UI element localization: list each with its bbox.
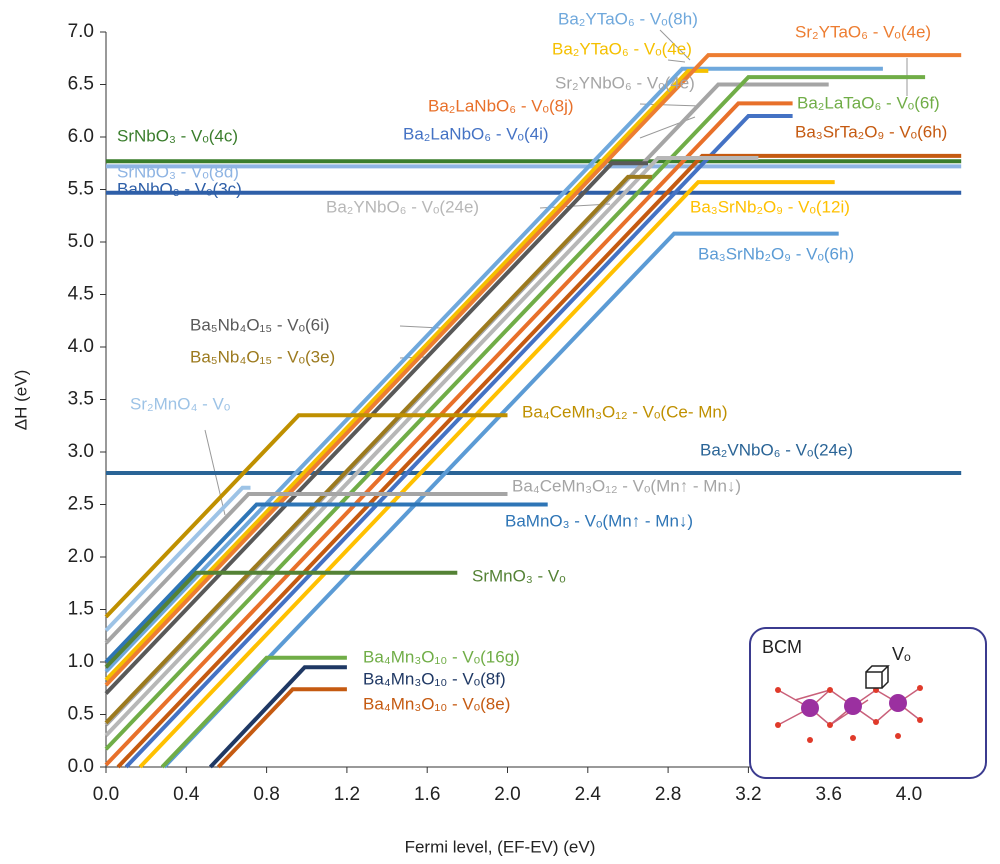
x-tick-label: 4.0 [896,784,922,805]
series-label: BaMnO₃ - Vₒ(Mn↑ - Mn↓) [505,511,693,530]
y-tick-label: 1.5 [68,599,94,620]
series-label: Ba₂LaTaO₆ - Vₒ(6f) [797,93,940,112]
y-tick-label: 2.5 [68,494,94,515]
x-tick-label: 3.2 [735,784,761,805]
series-label: Sr₂MnO₄ - Vₒ [130,394,230,413]
series-label: Ba₅Nb₄O₁₅ - Vₒ(3e) [190,347,335,366]
series-label: Ba₃SrNb₂O₉ - Vₒ(6h) [698,244,854,263]
series-label: Ba₃SrTa₂O₉ - Vₒ(6h) [795,122,947,141]
y-tick-label: 4.5 [68,284,94,305]
x-tick-label: 1.2 [334,784,360,805]
series-label: Ba₂YTaO₆ - Vₒ(8h) [558,9,698,28]
x-axis-title: Fermi level, (EF-EV) (eV) [405,837,596,856]
y-tick-label: 5.5 [68,179,94,200]
inset-label: BCM [762,637,802,657]
series-label: Ba₂YTaO₆ - Vₒ(4e) [552,39,692,58]
series-line [218,689,347,767]
x-tick-label: 2.0 [494,784,520,805]
series-label: Ba₃SrNb₂O₉ - Vₒ(12i) [690,197,850,216]
y-tick-label: 6.5 [68,74,94,95]
series-label: Ba₂VNbO₆ - Vₒ(24e) [700,440,853,459]
series-label: Sr₂YNbO₆ - Vₒ(4e) [555,73,695,92]
series-label: SrMnO₃ - Vₒ [472,566,566,585]
y-tick-label: 5.0 [68,231,94,252]
series-label: Ba₂YNbO₆ - Vₒ(24e) [326,197,479,216]
x-tick-label: 0.0 [93,784,119,805]
x-tick-label: 1.6 [414,784,440,805]
series-label: Ba₂LaNbO₆ - Vₒ(4i) [403,124,549,143]
y-tick-label: 3.5 [68,389,94,410]
y-tick-label: 2.0 [68,546,94,567]
series-label: Ba₄Mn₃O₁₀ - Vₒ(8f) [363,669,506,688]
series-label: Sr₂YTaO₆ - Vₒ(4e) [795,22,931,41]
y-tick-label: 6.0 [68,126,94,147]
y-axis-title: ΔH (eV) [11,370,30,430]
y-tick-label: 4.0 [68,336,94,357]
series-label: Ba₄Mn₃O₁₀ - Vₒ(16g) [363,647,520,666]
y-tick-label: 7.0 [68,21,94,42]
x-tick-label: 2.8 [655,784,681,805]
x-tick-label: 0.8 [253,784,279,805]
series-label: Ba₄Mn₃O₁₀ - Vₒ(8e) [363,694,510,713]
series-label: Ba₄CeMn₃O₁₂ - Vₒ(Ce- Mn) [522,402,727,421]
y-tick-label: 0.5 [68,704,94,725]
y-tick-label: 1.0 [68,651,94,672]
x-tick-label: 2.4 [575,784,602,805]
chart: Fermi level, (EF-EV) (eV) ΔH (eV) 0.0 0.5… [0,0,1000,859]
series-label: BaNbO₃ - Vₒ(3c) [117,179,242,198]
series-label: Ba₂LaNbO₆ - Vₒ(8j) [428,96,574,115]
y-tick-label: 3.0 [68,441,94,462]
x-tick-label: 0.4 [173,784,200,805]
series-label: Ba₅Nb₄O₁₅ - Vₒ(6i) [190,315,330,334]
y-tick-label: 0.0 [68,756,94,777]
series-label: Ba₄CeMn₃O₁₂ - Vₒ(Mn↑ - Mn↓) [512,476,741,495]
inset-vacancy: Vₒ [892,644,911,664]
series-label: SrNbO₃ - Vₒ(4c) [117,126,238,145]
x-tick-label: 3.6 [815,784,841,805]
